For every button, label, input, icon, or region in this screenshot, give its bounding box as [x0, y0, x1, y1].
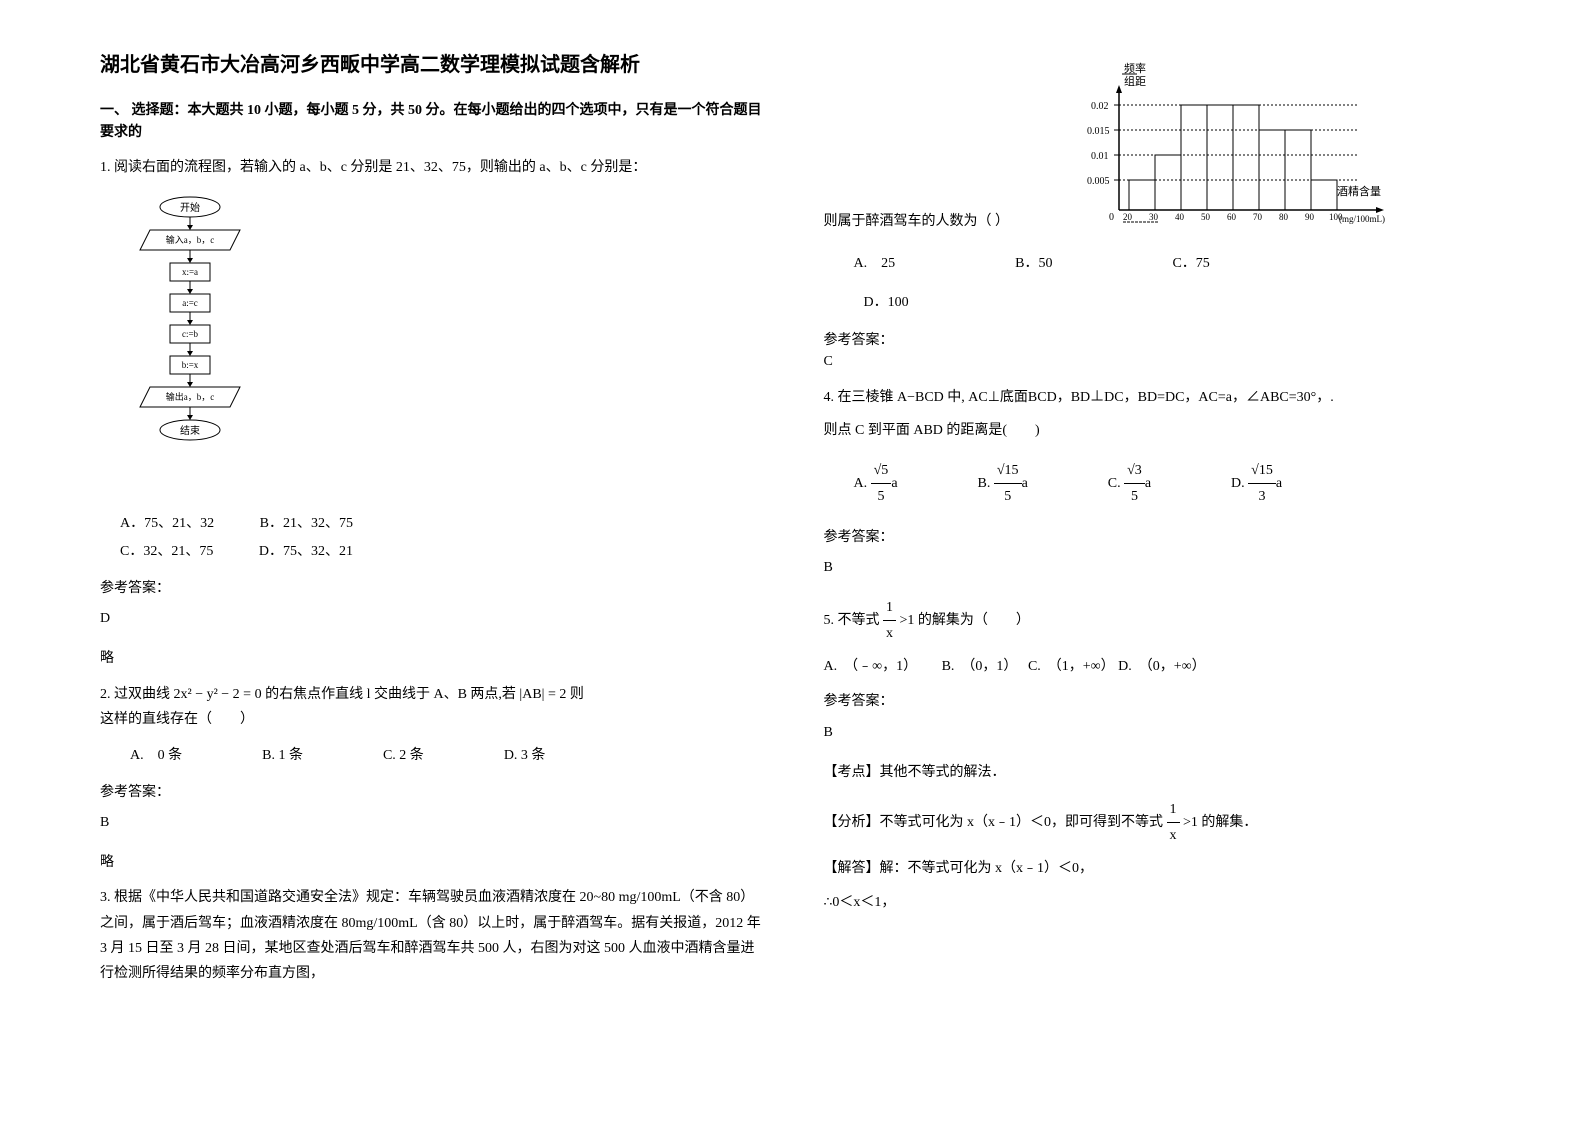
q3-answer: C — [824, 354, 1488, 370]
flow-node-ac: a:=c — [182, 298, 198, 308]
q4-answer-label: 参考答案： — [824, 525, 1488, 550]
question-5: 5. 不等式 1x >1 的解集为（ ） A. （﹣∞，1） B. （0，1） … — [824, 595, 1488, 915]
q5-opt-b: B. （0，1） — [942, 659, 1011, 674]
q5-options: A. （﹣∞，1） B. （0，1） C. （1，+∞） D. （0，+∞） — [824, 654, 1488, 679]
q2-opt-a: A. 0 条 — [130, 742, 182, 770]
svg-text:50: 50 — [1201, 212, 1211, 222]
q1-opt-d: D．75、32、21 — [259, 544, 353, 559]
flow-node-input: 输入a，b，c — [166, 234, 215, 245]
q1-opt-a: A．75、21、32 — [120, 516, 214, 531]
q5-opt-a: A. （﹣∞，1） — [824, 659, 911, 674]
q4-options: A. √55a B. √155a C. √35a D. √153a — [824, 458, 1488, 509]
q5-fenxi: 【分析】不等式可化为 x（x﹣1）＜0，即可得到不等式 1x >1 的解集． — [824, 797, 1488, 848]
section-header: 一、 选择题：本大题共 10 小题，每小题 5 分，共 50 分。在每小题给出的… — [100, 100, 764, 145]
q2-text2: 这样的直线存在（ ） — [100, 707, 764, 732]
q1-answer-label: 参考答案： — [100, 576, 764, 601]
q4-opt-d: D. √153a — [1231, 458, 1282, 509]
svg-text:90: 90 — [1305, 212, 1315, 222]
svg-text:60: 60 — [1227, 212, 1237, 222]
q5-jieda: 【解答】解：不等式可化为 x（x﹣1）＜0， — [824, 856, 1488, 881]
q1-opt-b: B．21、32、75 — [260, 516, 353, 531]
q5-opt-c: C. （1，+∞） — [1028, 659, 1115, 674]
q1-opt-c: C．32、21、75 — [120, 544, 213, 559]
ylabel-bot: 组距 — [1124, 74, 1146, 88]
flow-node-start: 开始 — [180, 201, 200, 214]
svg-text:70: 70 — [1253, 212, 1263, 222]
q5-answer: B — [824, 720, 1488, 745]
q4-opt-b: B. √155a — [978, 458, 1028, 509]
q1-text: 1. 阅读右面的流程图，若输入的 a、b、c 分别是 21、32、75，则输出的… — [100, 155, 764, 180]
q1-answer: D — [100, 606, 764, 631]
q1-options: A．75、21、32 B．21、32、75 C．32、21、75 D．75、32… — [120, 510, 764, 566]
q3-text: 3. 根据《中华人民共和国道路交通安全法》规定：车辆驾驶员血液酒精浓度在 20~… — [100, 885, 764, 986]
q3-answer-label: 参考答案： — [824, 329, 1488, 349]
ylabel-top: 频率 — [1124, 61, 1146, 75]
flowchart: 开始 输入a，b，c x:=a a:=c c:= — [120, 195, 764, 495]
q3-opt-a: A. 25 — [854, 250, 896, 278]
flow-node-output: 输出a，b，c — [166, 391, 215, 402]
histogram: 则属于醉酒驾车的人数为（ ） 频率 组距 0.005 0.01 0.015 0.… — [824, 60, 1488, 240]
svg-text:30: 30 — [1149, 212, 1159, 222]
q2-opt-d: D. 3 条 — [504, 742, 546, 770]
xlabel: 酒精含量 — [1337, 184, 1381, 198]
right-column: 则属于醉酒驾车的人数为（ ） 频率 组距 0.005 0.01 0.015 0.… — [824, 50, 1488, 996]
question-2: 2. 过双曲线 2x² − y² − 2 = 0 的右焦点作直线 l 交曲线于 … — [100, 682, 764, 876]
q3-tail: 则属于醉酒驾车的人数为（ ） — [824, 210, 1010, 230]
left-column: 湖北省黄石市大冶高河乡西畈中学高二数学理模拟试题含解析 一、 选择题：本大题共 … — [100, 50, 764, 996]
q1-note: 略 — [100, 646, 764, 671]
q5-conclusion: ∴0＜x＜1， — [824, 890, 1488, 915]
flow-node-end: 结束 — [180, 424, 200, 437]
question-3-part1: 3. 根据《中华人民共和国道路交通安全法》规定：车辆驾驶员血液酒精浓度在 20~… — [100, 885, 764, 986]
q2-opt-c: C. 2 条 — [383, 742, 424, 770]
q2-answer-label: 参考答案： — [100, 780, 764, 805]
q3-options: A. 25 B．50 C．75 — [824, 250, 1488, 278]
svg-text:0: 0 — [1109, 212, 1114, 223]
q2-note: 略 — [100, 850, 764, 875]
svg-text:0.02: 0.02 — [1091, 101, 1109, 112]
svg-text:0.015: 0.015 — [1087, 126, 1110, 137]
svg-text:20: 20 — [1123, 212, 1133, 222]
flow-node-xa: x:=a — [182, 267, 198, 277]
svg-text:40: 40 — [1175, 212, 1185, 222]
q2-text: 2. 过双曲线 2x² − y² − 2 = 0 的右焦点作直线 l 交曲线于 … — [100, 682, 764, 707]
q5-opt-d: D. （0，+∞） — [1118, 659, 1206, 674]
flow-node-bx: b:=x — [182, 360, 199, 370]
q4-opt-c: C. √35a — [1108, 458, 1151, 509]
q3-opt-d: D．100 — [864, 288, 1488, 319]
svg-text:0.005: 0.005 — [1087, 176, 1110, 187]
flow-node-cb: c:=b — [182, 329, 199, 339]
question-1: 1. 阅读右面的流程图，若输入的 a、b、c 分别是 21、32、75，则输出的… — [100, 155, 764, 672]
q3-opt-c: C．75 — [1172, 250, 1209, 278]
document-title: 湖北省黄石市大冶高河乡西畈中学高二数学理模拟试题含解析 — [100, 50, 764, 80]
q2-answer: B — [100, 810, 764, 835]
q5-text: 5. 不等式 1x >1 的解集为（ ） — [824, 595, 1488, 646]
q3-opt-b: B．50 — [1015, 250, 1052, 278]
q4-answer: B — [824, 555, 1488, 580]
q4-opt-a: A. √55a — [854, 458, 898, 509]
q2-options: A. 0 条 B. 1 条 C. 2 条 D. 3 条 — [100, 742, 764, 770]
q4-text: 4. 在三棱锥 A−BCD 中, AC⊥底面BCD，BD⊥DC，BD=DC，AC… — [824, 385, 1488, 410]
q5-answer-label: 参考答案： — [824, 689, 1488, 714]
question-4: 4. 在三棱锥 A−BCD 中, AC⊥底面BCD，BD⊥DC，BD=DC，AC… — [824, 385, 1488, 580]
xunit: (mg/100mL) — [1339, 214, 1385, 224]
svg-text:0.01: 0.01 — [1091, 151, 1109, 162]
q4-text2: 则点 C 到平面 ABD 的距离是( ) — [824, 418, 1488, 443]
svg-text:80: 80 — [1279, 212, 1289, 222]
q2-opt-b: B. 1 条 — [262, 742, 303, 770]
q5-kaodian: 【考点】其他不等式的解法． — [824, 760, 1488, 785]
